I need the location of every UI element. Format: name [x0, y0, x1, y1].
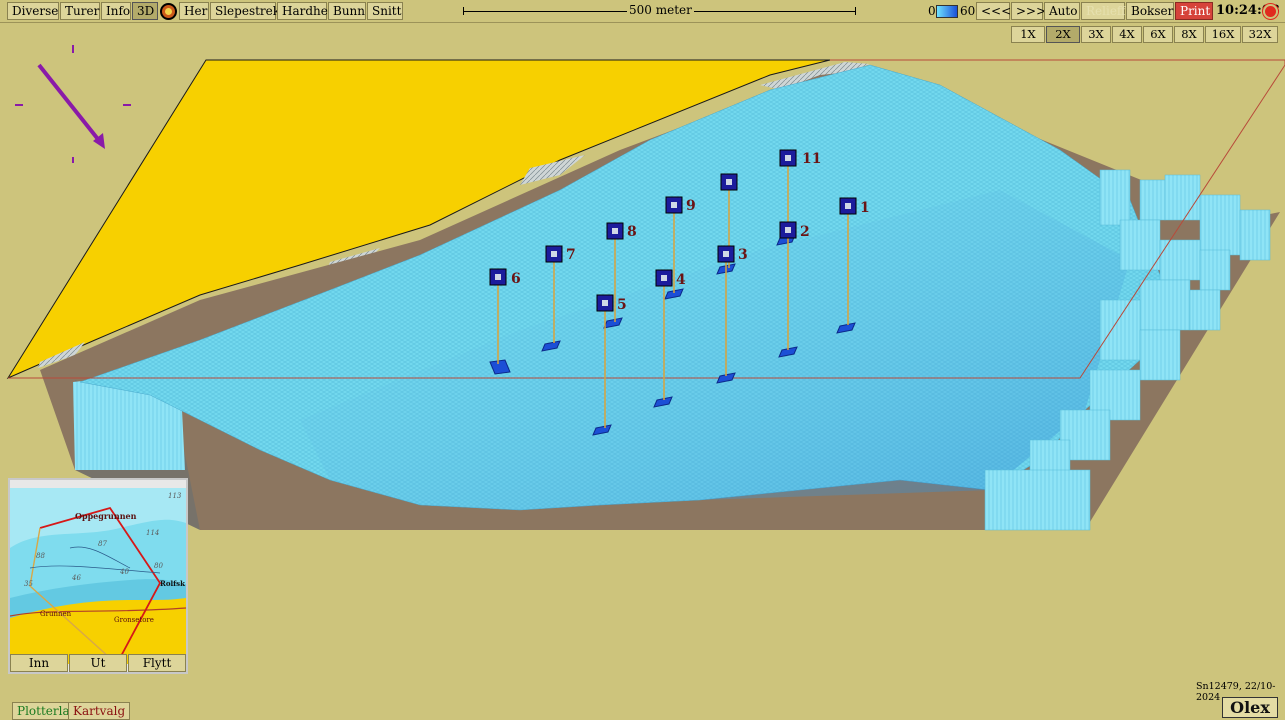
minimap-depth-113: 113 [168, 492, 182, 500]
serial-date: Sn12479, 22/10-2024 [1196, 681, 1276, 703]
marker-3-label: 3 [738, 247, 748, 263]
marker-10-icon[interactable] [720, 173, 738, 191]
minimap-depth-87: 87 [98, 540, 107, 548]
menu-hardhet[interactable]: Hardhet [277, 2, 333, 20]
marker-6-label: 6 [511, 271, 521, 287]
zoom-4x[interactable]: 4X [1112, 26, 1142, 43]
minimap-depth-114: 114 [146, 529, 159, 537]
minimap-place-oppegrunnen: Oppegrunnen [75, 511, 137, 521]
marker-4-label: 4 [676, 272, 686, 288]
auto-button[interactable]: Auto [1044, 2, 1080, 20]
3d-seabed-view[interactable]: 1 2 3 4 5 6 7 8 9 11 [0, 23, 1285, 695]
minimap-depth-88: 88 [36, 552, 45, 560]
zoom-2x[interactable]: 2X [1046, 26, 1080, 43]
minimap-place-rolfsk: Rolfsk [160, 579, 185, 588]
boxes-button[interactable]: Bokser [1126, 2, 1174, 20]
marker-8-label: 8 [627, 224, 637, 240]
marker-icons[interactable] [489, 149, 857, 312]
marker-3-icon[interactable] [717, 245, 735, 263]
marker-1-label: 1 [860, 200, 870, 216]
compass-icon[interactable] [15, 45, 135, 165]
back-button[interactable]: <<< [976, 2, 1011, 20]
minimap-depth-40: 40 [119, 568, 129, 576]
record-icon[interactable] [1265, 6, 1276, 17]
minimap-depth-80: 80 [154, 562, 163, 570]
menu-turer[interactable]: Turer [60, 2, 100, 20]
minimap-zoom-in-button[interactable]: Inn [10, 654, 68, 672]
print-button[interactable]: Print [1175, 2, 1213, 20]
top-menu-bar: Diverse Turer Info 3D Her Slepestrek Har… [0, 0, 1285, 23]
menu-3d[interactable]: 3D [132, 2, 158, 20]
minimap-place-grunnen: Grunnen [40, 610, 72, 618]
sun-icon[interactable] [160, 3, 177, 20]
relief-button[interactable]: Relieff [1081, 2, 1125, 20]
zoom-16x[interactable]: 16X [1205, 26, 1241, 43]
brand-logo[interactable]: Olex [1222, 697, 1278, 718]
marker-11-label: 11 [802, 151, 821, 167]
zoom-6x[interactable]: 6X [1143, 26, 1173, 43]
minimap-depth-35: 35 [24, 580, 33, 588]
clock: 10:24:03 [1216, 3, 1280, 18]
forward-button[interactable]: >>> [1011, 2, 1046, 20]
minimap-buttons: Inn Ut Flytt [8, 654, 188, 674]
marker-1-icon[interactable] [839, 197, 857, 215]
depth-min-label: 0 [928, 4, 936, 18]
scale-label: 500 meter [627, 3, 694, 17]
seabed-deep-shade [300, 190, 1130, 510]
marker-7-label: 7 [566, 247, 576, 263]
minimap-land [10, 598, 186, 664]
marker-5-label: 5 [617, 297, 627, 313]
shoreline-hatch-2 [520, 155, 585, 185]
minimap-place-gronsetore: Gronsetore [114, 616, 154, 624]
zoom-32x[interactable]: 32X [1242, 26, 1278, 43]
zoom-1x[interactable]: 1X [1011, 26, 1045, 43]
marker-7-icon[interactable] [545, 245, 563, 263]
shoreline-hatch-4 [38, 342, 85, 368]
menu-bunn[interactable]: Bunn [328, 2, 366, 20]
overview-minimap[interactable]: 113 Oppegrunnen 114 87 88 80 35 46 40 Gr… [8, 478, 188, 674]
menu-info[interactable]: Info [101, 2, 131, 20]
marker-4-icon[interactable] [655, 269, 673, 287]
marker-11-icon[interactable] [779, 149, 797, 167]
marker-9-label: 9 [686, 198, 696, 214]
marker-9-icon[interactable] [665, 196, 683, 214]
plotterlag-button[interactable]: Plotterlag [12, 702, 83, 720]
minimap-zoom-out-button[interactable]: Ut [69, 654, 127, 672]
zoom-8x[interactable]: 8X [1174, 26, 1204, 43]
kartvalg-button[interactable]: Kartvalg [68, 702, 131, 720]
menu-snitt[interactable]: Snitt [367, 2, 403, 20]
cliff-blocks-right [984, 169, 1271, 531]
zoom-3x[interactable]: 3X [1081, 26, 1111, 43]
land-area [6, 59, 831, 380]
marker-5-icon[interactable] [596, 294, 614, 312]
marker-8-icon[interactable] [606, 222, 624, 240]
minimap-move-button[interactable]: Flytt [128, 654, 186, 672]
minimap-depth-46: 46 [71, 574, 81, 582]
menu-slepestrek[interactable]: Slepestrek [210, 2, 280, 20]
marker-2-label: 2 [800, 224, 810, 240]
menu-diverse[interactable]: Diverse [7, 2, 59, 20]
marker-6-icon[interactable] [489, 268, 507, 286]
marker-2-icon[interactable] [779, 221, 797, 239]
depth-color-bar[interactable] [936, 5, 958, 18]
menu-her[interactable]: Her [179, 2, 209, 20]
